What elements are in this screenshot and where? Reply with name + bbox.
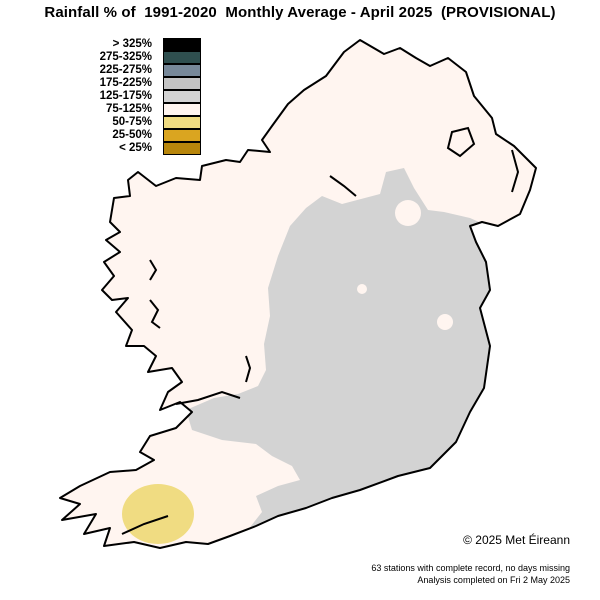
legend: > 325% 275-325% 225-275% 175-225% 125-17… (74, 38, 204, 155)
local-normal-patch (357, 284, 367, 294)
legend-label: 275-325% (99, 51, 152, 63)
legend-label: 50-75% (112, 116, 152, 128)
copyright: © 2025 Met Éireann (463, 533, 570, 547)
legend-row: 25-50% (74, 129, 204, 142)
lough-corrib (149, 299, 161, 329)
coastline (59, 39, 537, 549)
legend-label: 175-225% (99, 77, 152, 89)
lough-derg (245, 355, 252, 383)
legend-row: 125-175% (74, 90, 204, 103)
local-normal-patch (437, 314, 453, 330)
shannon-estuary (175, 390, 241, 405)
legend-label: 225-275% (99, 64, 152, 76)
legend-row: 175-225% (74, 77, 204, 90)
legend-swatch (163, 38, 201, 51)
legend-swatch (163, 116, 201, 129)
legend-label: 25-50% (112, 129, 152, 141)
legend-label: > 325% (112, 38, 152, 50)
lough-neagh (446, 126, 476, 158)
footnote-stations: 63 stations with complete record, no day… (371, 563, 570, 573)
footnote-analysis: Analysis completed on Fri 2 May 2025 (417, 575, 570, 585)
strangford-lough (511, 149, 520, 193)
legend-label: 75-125% (105, 103, 152, 115)
legend-row: 275-325% (74, 51, 204, 64)
kenmare-inlet (121, 515, 169, 535)
legend-swatch (163, 90, 201, 103)
legend-label: < 25% (119, 142, 152, 154)
legend-swatch (163, 129, 201, 142)
legend-swatch (163, 142, 201, 155)
legend-swatch (163, 103, 201, 116)
map-title: Rainfall % of 1991-2020 Monthly Average … (44, 4, 556, 21)
local-normal-patch (395, 200, 421, 226)
legend-swatch (163, 64, 201, 77)
dry-zone-region (122, 484, 194, 544)
legend-row: > 325% (74, 38, 204, 51)
lough-mask (149, 259, 158, 281)
legend-swatch (163, 51, 201, 64)
legend-row: 225-275% (74, 64, 204, 77)
legend-swatch (163, 77, 201, 90)
legend-row: 75-125% (74, 103, 204, 116)
lough-erne (329, 175, 357, 197)
legend-row: 50-75% (74, 116, 204, 129)
legend-row: < 25% (74, 142, 204, 155)
legend-label: 125-175% (99, 90, 152, 102)
